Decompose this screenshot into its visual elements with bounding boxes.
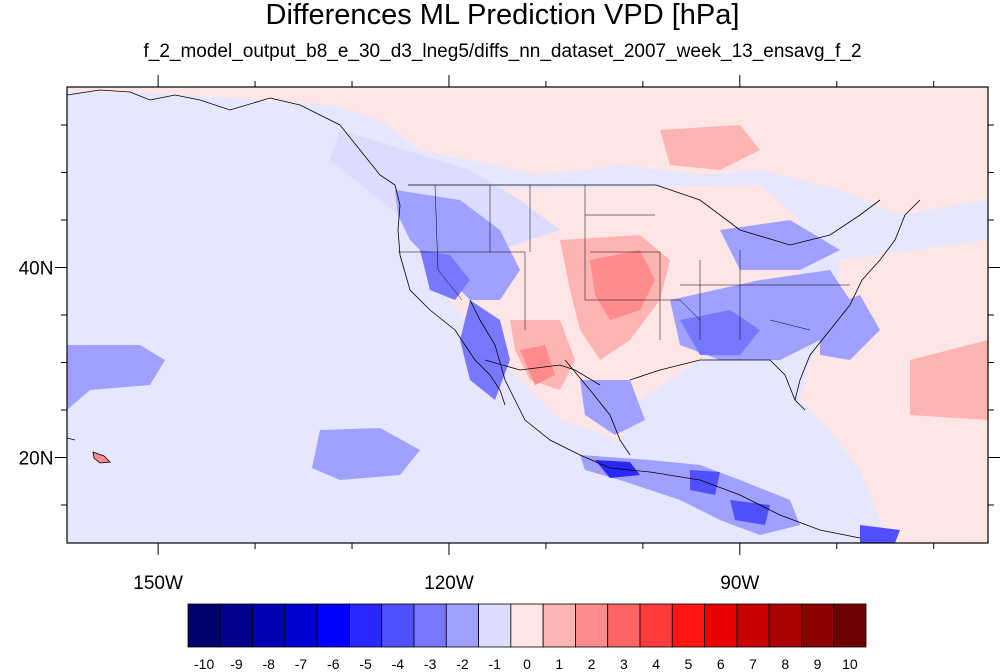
- colorbar-label: 3: [620, 656, 628, 672]
- mexico-border: [484, 359, 601, 386]
- field-pacific-central-neg: [312, 428, 420, 480]
- lat-tick-labels: 40N 20N: [19, 259, 54, 470]
- pacific-coast: [67, 89, 506, 406]
- hawaii-west: [67, 437, 76, 441]
- field-mexico-pos-core: [520, 345, 555, 385]
- colorbar-swatch: [736, 603, 770, 648]
- field-panama-neg: [860, 525, 900, 543]
- field-northwest-neg: [330, 130, 560, 250]
- colorbar-label: 0: [523, 656, 531, 672]
- lon-tick-label: 150W: [133, 573, 183, 594]
- state-line-5: [590, 251, 661, 340]
- colorbar-label: 9: [814, 656, 822, 672]
- atlantic-coast: [794, 199, 921, 401]
- colorbar-label: 7: [749, 656, 757, 672]
- colorbar-label: 4: [652, 656, 660, 672]
- lon-tick-label: 90W: [720, 573, 759, 594]
- colorbar-swatch: [219, 603, 253, 648]
- colorbar-label: 8: [781, 656, 789, 672]
- colorbar-swatch: [768, 603, 802, 648]
- colorbar-swatch: [510, 603, 544, 648]
- state-line-11: [769, 319, 811, 331]
- colorbar-swatch: [704, 603, 738, 648]
- field-plains-pos-core: [590, 250, 655, 320]
- gulf-north-coast: [629, 359, 806, 411]
- field-baja-neg: [460, 300, 510, 400]
- colorbar-label: -2: [456, 656, 469, 672]
- colorbar-swatch: [413, 603, 447, 648]
- lat-tick-label: 20N: [19, 449, 54, 470]
- field-greatlakes-neg: [720, 220, 840, 270]
- colorbar-swatch: [671, 603, 705, 648]
- colorbar-swatch: [542, 603, 576, 648]
- mexico-coast: [469, 299, 861, 539]
- gulf-west-coast: [564, 359, 631, 456]
- map-field: [67, 87, 988, 543]
- state-line-7: [585, 299, 701, 321]
- colorbar-label: 10: [842, 656, 858, 672]
- field-canada-pos: [660, 125, 760, 170]
- lon-tick-labels: 150W 120W 90W: [133, 573, 759, 594]
- state-line-1: [434, 184, 463, 301]
- field-atlantic-pos: [910, 340, 988, 420]
- colorbar: [187, 603, 867, 648]
- field-pacific-west-neg: [67, 345, 165, 410]
- field-cam-core-3: [730, 500, 770, 525]
- colorbar-label: -7: [295, 656, 308, 672]
- colorbar-label: -3: [424, 656, 437, 672]
- field-cam-core-2: [690, 470, 720, 495]
- colorbar-label: -10: [194, 656, 214, 672]
- colorbar-swatch: [478, 603, 512, 648]
- colorbar-swatch: [284, 603, 318, 648]
- colorbar-labels: -10 -9 -8 -7 -6 -5 -4 -3 -2 -1 0 1 2 3 4 5 6 7 8 9 10: [194, 656, 858, 672]
- lon-tick-label: 120W: [424, 573, 474, 594]
- colorbar-swatch: [801, 603, 835, 648]
- colorbar-swatch: [833, 603, 867, 648]
- axis-ticks: [55, 75, 1000, 555]
- colorbar-label: -5: [359, 656, 372, 672]
- lakes-border: [655, 184, 881, 246]
- colorbar-label: -9: [230, 656, 243, 672]
- field-mexico-neg: [580, 380, 645, 435]
- map-title: Differences ML Prediction VPD [hPa]: [265, 0, 740, 31]
- state-line-2: [489, 185, 526, 330]
- field-offshore-neg: [820, 295, 880, 360]
- lat-tick-label: 40N: [19, 259, 54, 280]
- hawaii-island: [92, 451, 111, 464]
- coastlines: [67, 89, 921, 539]
- colorbar-label: -8: [262, 656, 275, 672]
- map-subtitle: f_2_model_output_b8_e_30_d3_lneg5/diffs_…: [143, 41, 862, 62]
- colorbar-label: 2: [588, 656, 596, 672]
- colorbar-label: -6: [327, 656, 340, 672]
- state-lines: [398, 184, 850, 340]
- colorbar-label: 1: [555, 656, 563, 672]
- colorbar-swatch: [252, 603, 286, 648]
- field-west-neg: [395, 190, 520, 300]
- colorbar-label: -4: [392, 656, 405, 672]
- colorbar-swatch: [349, 603, 383, 648]
- colorbar-swatch: [316, 603, 350, 648]
- colorbar-swatch: [187, 603, 221, 648]
- field-north-band: [67, 87, 988, 215]
- colorbar-swatch: [381, 603, 415, 648]
- colorbar-swatch: [575, 603, 609, 648]
- colorbar-label: -1: [488, 656, 501, 672]
- colorbar-swatch: [445, 603, 479, 648]
- colorbar-swatch: [639, 603, 673, 648]
- colorbar-label: 6: [717, 656, 725, 672]
- colorbar-label: 5: [685, 656, 693, 672]
- colorbar-swatch: [607, 603, 641, 648]
- field-west-neg-core: [420, 250, 470, 300]
